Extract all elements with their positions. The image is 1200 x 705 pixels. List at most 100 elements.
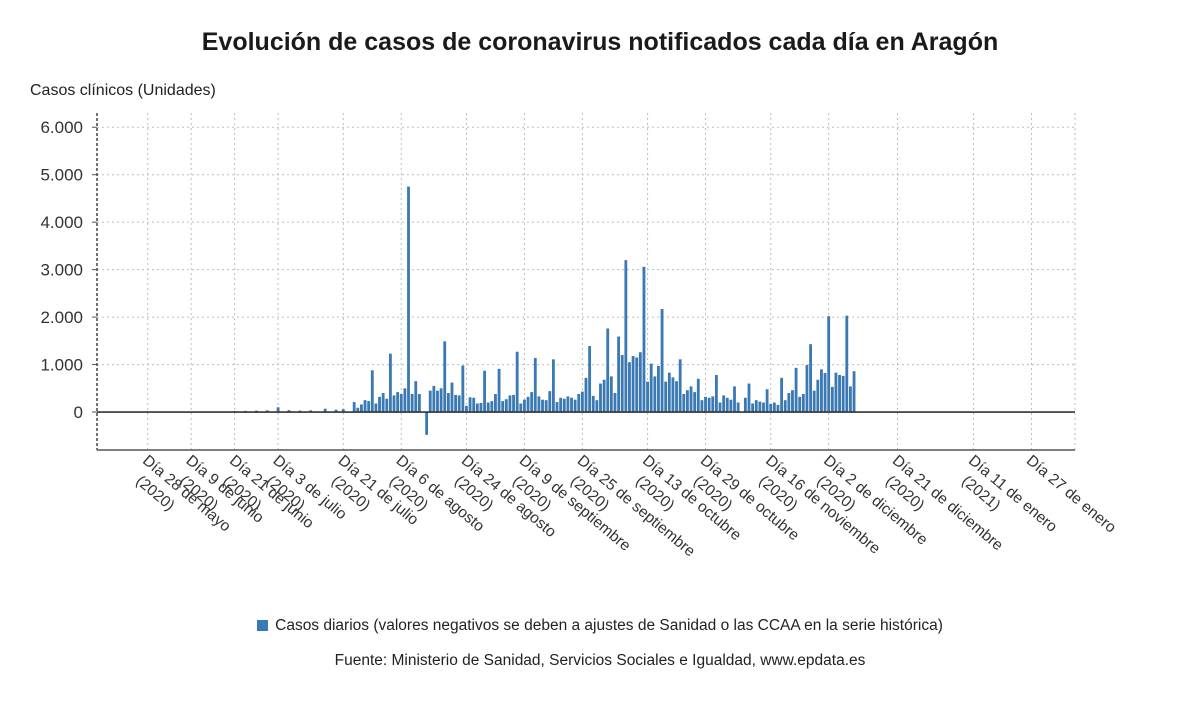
bar [403,388,407,413]
bar [483,370,486,413]
y-tick-label: 2.000 [40,308,83,327]
bar [682,393,686,413]
bar [381,393,385,413]
bar [602,379,606,413]
bar [805,365,809,413]
bar [780,377,784,413]
bar [573,399,577,413]
legend-label: Casos diarios (valores negativos se debe… [275,617,943,634]
bar [751,403,755,413]
bar [352,402,356,413]
bar [635,357,639,413]
bar [638,352,642,413]
bar [830,386,834,413]
bar [570,397,573,413]
bar [472,397,476,413]
bar [577,393,581,413]
bar [794,367,798,413]
bar [620,355,624,413]
bar [392,395,396,413]
bar [443,341,447,413]
x-ticks: Día 28 de mayo(2020) Día 9 de junio(2020)… [132,452,1119,560]
bar [729,399,733,413]
bar [428,390,432,413]
bar [711,396,715,413]
bar [693,392,697,413]
bar [700,400,704,413]
bar [675,381,678,413]
bar [425,412,429,435]
bar [370,370,374,413]
bar [497,368,501,413]
y-tick-label: 4.000 [40,213,83,232]
bar [613,393,617,413]
bar [827,316,831,413]
bar [276,407,280,413]
bar [686,390,689,413]
bar [769,403,773,413]
bar [791,390,794,413]
bar [714,375,718,413]
legend-swatch [257,620,269,631]
bar [341,409,345,413]
bar [479,403,483,413]
bar [432,385,436,413]
bar [838,375,841,413]
bar [841,375,845,413]
bar [436,390,439,413]
bar [776,404,780,413]
bar [787,393,791,413]
bar [468,397,472,413]
bar [439,388,443,413]
bar [544,400,548,413]
bar [624,260,628,413]
bar [548,391,552,413]
bar [660,309,664,413]
bar [653,376,657,413]
bar [758,401,762,413]
bar [519,403,523,413]
y-axis-label: Casos clínicos (Unidades) [30,82,216,99]
bar [783,400,787,413]
bar [591,395,595,413]
bar [606,328,610,413]
bar [667,372,671,413]
bar [446,393,450,413]
bar [360,404,363,413]
y-tick-label: 5.000 [40,166,83,185]
bar [809,344,812,413]
bar [378,396,381,413]
bar [454,394,458,413]
bar [588,346,592,413]
bar [696,378,700,413]
bar [555,402,559,413]
bar [265,410,269,413]
bar [725,397,729,413]
bar [494,393,497,413]
bar [551,359,555,413]
bar [475,403,479,413]
bar [414,381,418,413]
bar [747,383,751,413]
bar [584,377,588,413]
bar [334,409,338,413]
bar [834,372,838,413]
bar [512,394,515,413]
bar [772,402,776,413]
y-tick-label: 3.000 [40,261,83,280]
bar [671,377,675,413]
bar [490,401,494,413]
bars-group [120,186,856,435]
source-note: Fuente: Ministerio de Sanidad, Servicios… [334,652,866,669]
bar [309,410,313,413]
bar [385,398,389,413]
bar [852,371,856,413]
bar [765,389,769,413]
bar [718,402,722,413]
bar [399,393,403,413]
bar [743,397,747,413]
bar [798,396,802,413]
bar [689,386,693,413]
bar [631,356,635,413]
